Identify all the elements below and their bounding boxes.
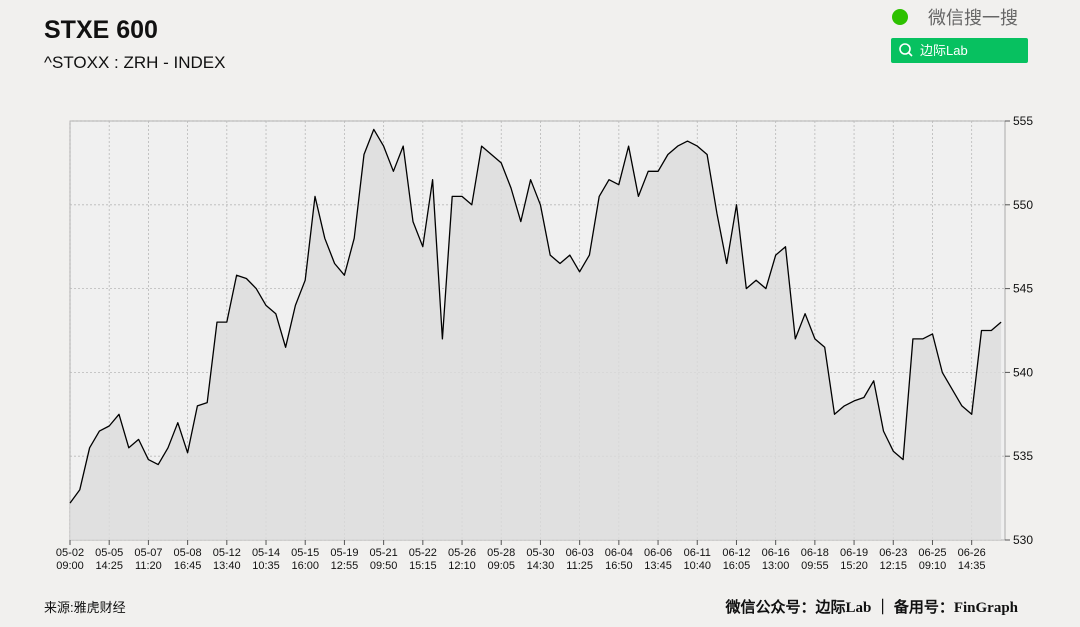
x-tick-label: 06-04 16:50 — [605, 547, 633, 572]
watermark: 微信搜一搜 — [928, 8, 1018, 28]
y-tick-label: 540 — [1013, 365, 1033, 379]
search-button[interactable] — [891, 38, 1028, 63]
x-tick-label: 05-02 09:00 — [56, 547, 84, 572]
x-tick-label: 05-14 10:35 — [252, 547, 280, 572]
wechat-icon — [892, 9, 908, 25]
x-tick-label: 05-07 11:20 — [134, 547, 162, 572]
x-tick-label: 05-05 14:25 — [95, 547, 123, 572]
source: 来源:雅虎财经 — [44, 600, 126, 615]
x-tick-label: 06-16 13:00 — [762, 547, 790, 572]
search-icon — [899, 43, 911, 55]
x-tick-label: 05-19 12:55 — [330, 547, 358, 572]
x-tick-label: 06-23 12:15 — [879, 547, 907, 572]
line — [69, 128, 1002, 504]
x-tick-label: 06-06 13:45 — [644, 547, 672, 572]
x-tick-label: 05-12 13:40 — [213, 547, 241, 572]
x-tick-label: 05-22 15:15 — [409, 547, 437, 572]
y-tick-label: 530 — [1013, 533, 1033, 547]
y-tick-label: 550 — [1013, 198, 1033, 212]
x-tick-label: 06-11 10:40 — [683, 547, 711, 572]
search-button-label[interactable]: 边际Lab — [920, 43, 968, 58]
x-tick-label: 06-03 11:25 — [566, 547, 594, 572]
x-tick-label: 05-15 16:00 — [291, 547, 319, 572]
x-tick-label: 05-26 12:10 — [448, 547, 476, 572]
x-tick-label: 06-19 15:20 — [840, 547, 868, 572]
chart-subtitle: ^STOXX : ZRH - INDEX — [44, 53, 225, 72]
y-tick-label: 535 — [1013, 449, 1033, 463]
x-tick-label: 05-28 09:05 — [487, 547, 515, 572]
x-tick-label: 06-25 09:10 — [918, 547, 946, 572]
x-tick-label: 05-08 16:45 — [174, 547, 202, 572]
search-icon — [907, 51, 913, 57]
x-tick-label: 06-18 09:55 — [801, 547, 829, 572]
x-tick-label: 06-12 16:05 — [722, 547, 750, 572]
x-tick-label: 06-26 14:35 — [958, 547, 986, 572]
area — [70, 129, 1002, 540]
plot: 530 535 540 545 550 555 05-02 09:00 05-05 14:25 05… — [56, 114, 1033, 572]
footer: 微信公众号：边际Lab ｜ 备用号：FinGraph — [724, 598, 1018, 616]
y-tick-label: 555 — [1013, 114, 1033, 128]
x-tick-label: 05-21 09:50 — [370, 547, 398, 572]
y-tick-label: 545 — [1013, 282, 1033, 296]
chart-title: STXE 600 — [44, 16, 158, 44]
x-tick-label: 05-30 14:30 — [526, 547, 554, 572]
